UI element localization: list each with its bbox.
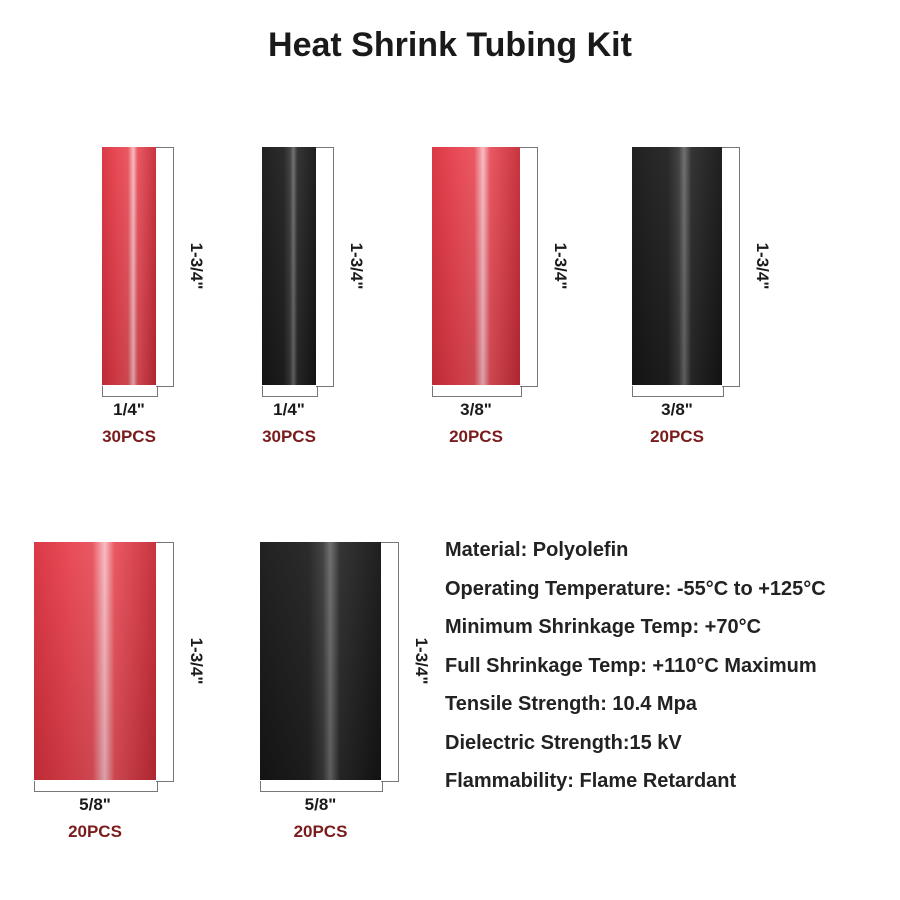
length-bracket: [520, 147, 538, 387]
tube-1: [102, 147, 156, 385]
diameter-bracket: [260, 781, 383, 792]
tube-5: [34, 542, 156, 780]
length-label: 1-3/4": [187, 637, 206, 685]
spec-dielectric-strength: Dielectric Strength:15 kV: [445, 731, 682, 754]
length-label: 1-3/4": [753, 242, 772, 290]
tube-3: [432, 147, 520, 385]
diameter-bracket: [432, 386, 522, 397]
length-bracket: [381, 542, 399, 782]
quantity-label: 20PCS: [293, 822, 348, 841]
spec-list: Material: Polyolefin Operating Temperatu…: [445, 538, 826, 808]
diameter-bracket: [102, 386, 158, 397]
tube-2: [262, 147, 316, 385]
tube-6: [260, 542, 381, 780]
quantity-label: 30PCS: [102, 427, 156, 446]
diameter-label: 3/8": [661, 400, 693, 419]
spec-operating-temp: Operating Temperature: -55°C to +125°C: [445, 577, 826, 600]
quantity-label: 20PCS: [68, 822, 122, 841]
spec-flammability: Flammability: Flame Retardant: [445, 770, 737, 792]
spec-min-shrink-temp: Minimum Shrinkage Temp: +70°C: [445, 616, 762, 638]
diameter-label: 5/8": [304, 795, 337, 814]
length-bracket: [722, 147, 740, 387]
diameter-label: 1/4": [113, 400, 145, 419]
diameter-label: 1/4": [273, 400, 305, 419]
tube-4: [632, 147, 722, 385]
quantity-label: 20PCS: [449, 427, 503, 446]
spec-material: Material: Polyolefin: [445, 539, 629, 561]
diameter-label: 3/8": [460, 400, 492, 419]
spec-tensile-strength: Tensile Strength: 10.4 Mpa: [445, 693, 697, 715]
length-label: 1-3/4": [347, 242, 366, 290]
diameter-label: 5/8": [79, 795, 111, 814]
length-bracket: [156, 147, 174, 387]
length-bracket: [156, 542, 174, 782]
page-title: Heat Shrink Tubing Kit: [268, 26, 632, 64]
spec-full-shrink-temp: Full Shrinkage Temp: +110°C Maximum: [445, 654, 817, 677]
length-label: 1-3/4": [187, 242, 206, 290]
quantity-label: 30PCS: [262, 427, 316, 446]
length-bracket: [316, 147, 334, 387]
length-label: 1-3/4": [551, 242, 570, 290]
diameter-bracket: [34, 781, 158, 792]
quantity-label: 20PCS: [650, 427, 704, 446]
diameter-bracket: [262, 386, 318, 397]
diameter-bracket: [632, 386, 724, 397]
length-label: 1-3/4": [412, 637, 431, 685]
